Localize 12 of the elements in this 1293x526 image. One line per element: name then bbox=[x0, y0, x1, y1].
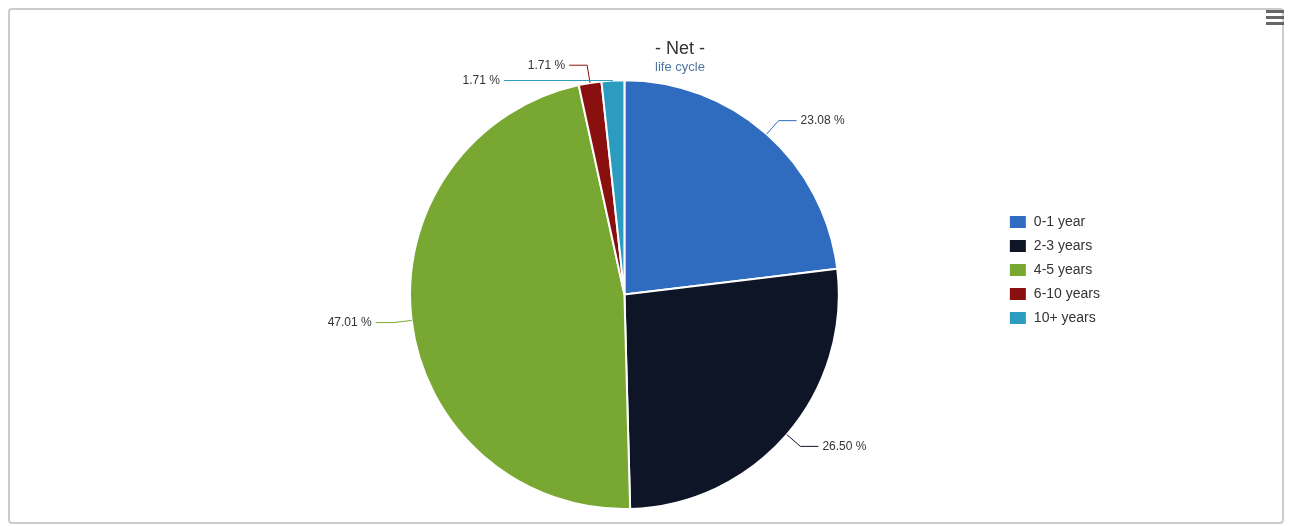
data-label: 23.08 % bbox=[800, 112, 845, 127]
legend-label: 4-5 years bbox=[1033, 260, 1093, 277]
data-label: 47.01 % bbox=[327, 314, 373, 329]
legend-label: 2-3 years bbox=[1033, 236, 1093, 253]
legend-label: 10+ years bbox=[1033, 308, 1096, 325]
data-label: 1.71 % bbox=[462, 72, 501, 87]
chart-title: - Net - bbox=[654, 37, 706, 58]
data-label: 26.50 % bbox=[822, 438, 867, 453]
data-label: 1.71 % bbox=[527, 57, 566, 72]
chart-subtitle: life cycle bbox=[655, 58, 705, 74]
legend-label: 6-10 years bbox=[1033, 284, 1101, 301]
legend-label: 0-1 year bbox=[1033, 212, 1086, 229]
